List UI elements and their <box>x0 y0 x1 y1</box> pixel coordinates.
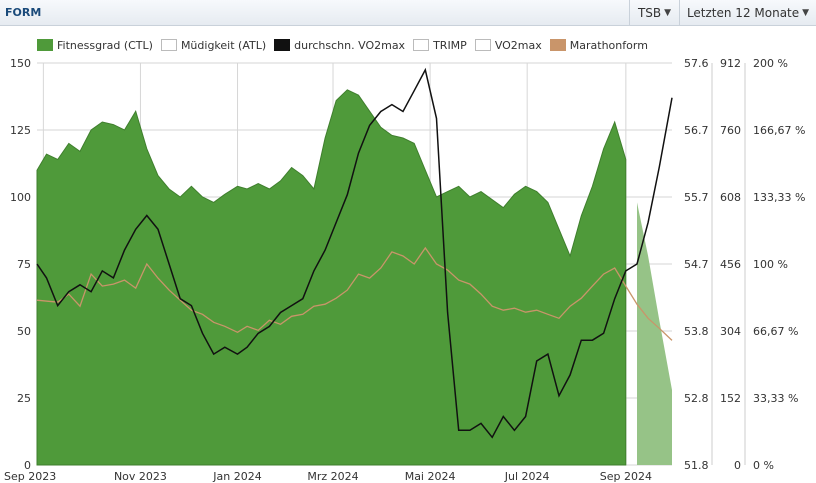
legend-item[interactable]: Fitnessgrad (CTL) <box>37 39 153 52</box>
legend-item[interactable]: Marathonform <box>549 38 648 52</box>
x-axis-tick: Mrz 2024 <box>307 470 358 483</box>
y-axis-trimp-tick: 456 <box>720 258 741 271</box>
legend-swatch-icon <box>474 39 491 51</box>
y-axis-vo2-tick: 56.7 <box>684 124 709 137</box>
range-dropdown[interactable]: Letzten 12 Monate ▼ <box>679 0 816 25</box>
y-axis-marathon-tick: 133,33 % <box>753 191 805 204</box>
y-axis-vo2-tick: 52.8 <box>684 392 709 405</box>
y-axis-ctl-tick: 125 <box>10 124 31 137</box>
y-axis-ctl-tick: 25 <box>17 392 31 405</box>
y-axis-marathon-tick: 166,67 % <box>753 124 805 137</box>
legend-label: Fitnessgrad (CTL) <box>57 38 153 52</box>
metric-dropdown-value: TSB <box>637 5 662 20</box>
legend-item[interactable]: VO2max <box>474 38 542 52</box>
legend-swatch-icon <box>160 39 177 51</box>
legend-swatch-icon <box>274 39 291 51</box>
y-axis-trimp-tick: 304 <box>720 325 741 338</box>
y-axis-trimp-tick: 152 <box>720 392 741 405</box>
panel-header: FORM TSB ▼ Letzten 12 Monate ▼ <box>0 0 816 26</box>
y-axis-marathon-tick: 33,33 % <box>753 392 798 405</box>
y-axis-vo2-tick: 54.7 <box>684 258 709 271</box>
legend-swatch-icon <box>37 39 53 51</box>
panel-title: FORM <box>5 6 42 19</box>
y-axis-vo2-tick: 55.7 <box>684 191 709 204</box>
y-axis-ctl-tick: 100 <box>10 191 31 204</box>
y-axis-trimp-tick: 760 <box>720 124 741 137</box>
x-axis-tick: Jan 2024 <box>212 470 261 483</box>
x-axis-tick: Sep 2024 <box>600 470 652 483</box>
legend-item[interactable]: Müdigkeit (ATL) <box>160 38 267 52</box>
legend-label: TRIMP <box>433 38 467 52</box>
legend-label: durchschn. VO2max <box>294 38 406 52</box>
y-axis-vo2-tick: 57.6 <box>684 57 709 70</box>
x-axis-tick: Jul 2024 <box>504 470 550 483</box>
x-axis-tick: Sep 2023 <box>4 470 56 483</box>
legend-swatch-icon <box>413 39 430 51</box>
y-axis-ctl-tick: 150 <box>10 57 31 70</box>
marathon-line <box>36 246 673 341</box>
legend-label: VO2max <box>494 38 542 52</box>
y-axis-trimp-tick: 608 <box>720 191 741 204</box>
y-axis-vo2-tick: 51.8 <box>684 459 709 472</box>
y-axis-marathon-tick: 0 % <box>753 459 774 472</box>
metric-dropdown[interactable]: TSB ▼ <box>629 0 679 25</box>
chart-legend: Fitnessgrad (CTL) Müdigkeit (ATL) durchsch… <box>37 35 656 55</box>
vo2max-line <box>36 67 673 439</box>
y-axis-ctl-tick: 0 <box>24 459 31 472</box>
x-axis-tick: Nov 2023 <box>114 470 167 483</box>
ctl-area <box>36 89 627 466</box>
y-axis-ctl-tick: 75 <box>17 258 31 271</box>
legend-swatch-icon <box>549 39 566 51</box>
chevron-down-icon: ▼ <box>802 7 810 18</box>
y-axis-marathon-tick: 66,67 % <box>753 325 798 338</box>
legend-item[interactable]: TRIMP <box>413 39 467 52</box>
y-axis-ctl-tick: 50 <box>17 325 31 338</box>
range-dropdown-value: Letzten 12 Monate <box>686 5 800 20</box>
y-axis-marathon-tick: 100 % <box>753 258 788 271</box>
y-axis-marathon-tick: 200 % <box>753 57 788 70</box>
legend-label: Müdigkeit (ATL) <box>180 38 267 52</box>
y-axis-trimp-tick: 0 <box>734 459 741 472</box>
legend-label: Marathonform <box>569 38 648 52</box>
ctl-projection-area <box>637 202 672 465</box>
chevron-down-icon: ▼ <box>664 7 672 18</box>
x-axis-tick: Mai 2024 <box>405 470 456 483</box>
y-axis-trimp-tick: 912 <box>720 57 741 70</box>
legend-item[interactable]: durchschn. VO2max <box>274 39 405 52</box>
y-axis-vo2-tick: 53.8 <box>684 325 709 338</box>
